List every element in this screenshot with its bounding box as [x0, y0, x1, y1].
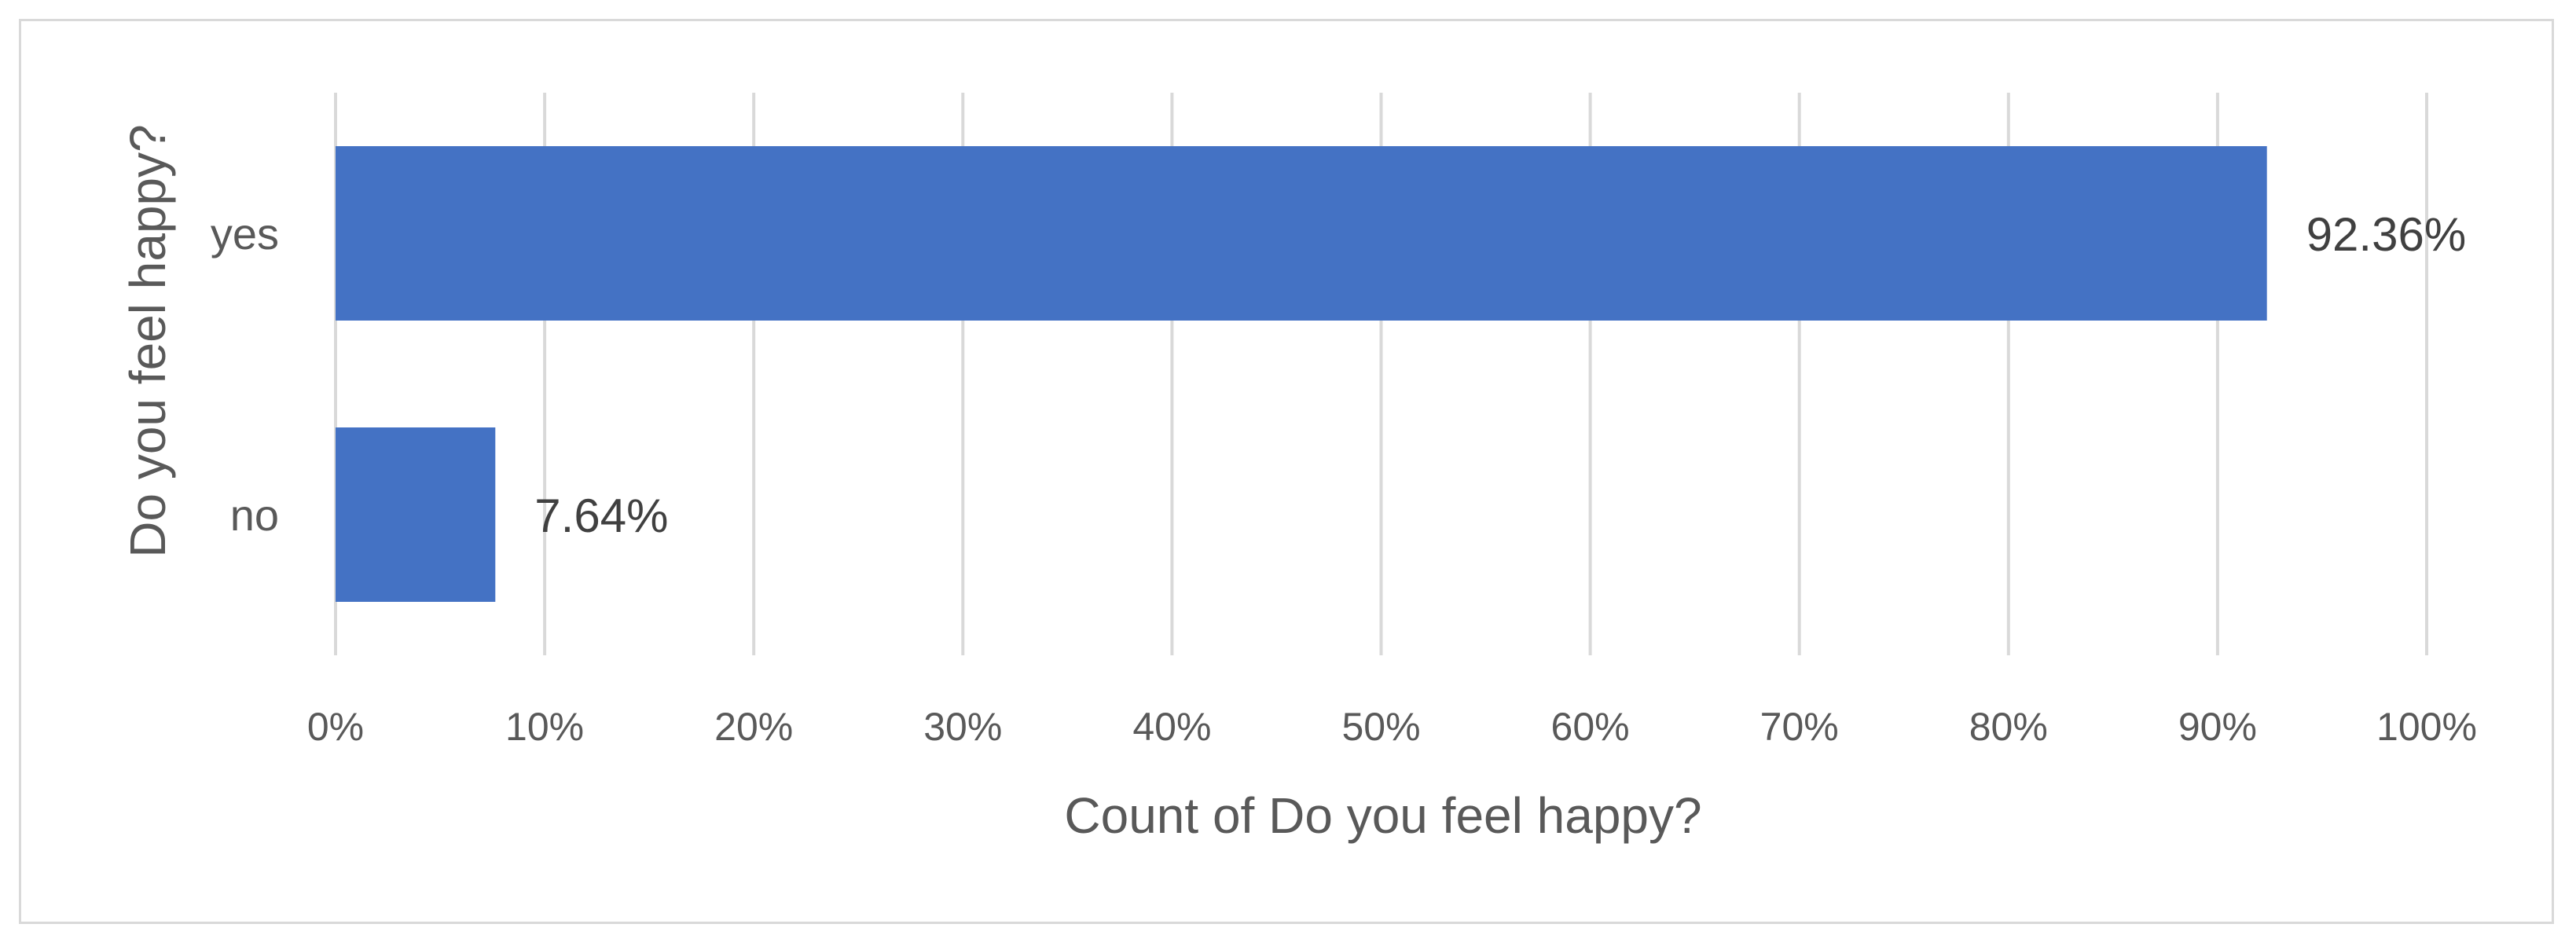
x-tick-labels: 0% 10% 20% 30% 40% 50% 60% 70% 80% 90% 100%	[307, 705, 2477, 749]
x-tick-label: 20%	[714, 705, 793, 749]
bar-no	[336, 427, 496, 602]
x-tick-label: 10%	[505, 705, 584, 749]
data-label-no: 7.64%	[534, 490, 668, 542]
data-labels: 92.36% 7.64%	[534, 208, 2466, 542]
x-tick-label: 60%	[1551, 705, 1630, 749]
y-axis-title: Do you feel happy?	[119, 124, 176, 558]
category-label-no: no	[230, 490, 279, 540]
x-tick-label: 70%	[1760, 705, 1839, 749]
x-tick-label: 90%	[2178, 705, 2257, 749]
x-tick-label: 40%	[1132, 705, 1211, 749]
data-label-yes: 92.36%	[2306, 208, 2467, 261]
category-labels: yes no	[211, 209, 279, 540]
category-label-yes: yes	[211, 209, 279, 258]
x-tick-label: 50%	[1341, 705, 1420, 749]
x-tick-label: 80%	[1969, 705, 2048, 749]
bars	[336, 146, 2267, 602]
x-tick-label: 30%	[923, 705, 1002, 749]
bar-yes	[336, 146, 2267, 321]
x-axis-title: Count of Do you feel happy?	[1064, 787, 1701, 844]
x-tick-label: 0%	[307, 705, 364, 749]
x-tick-label: 100%	[2376, 705, 2477, 749]
